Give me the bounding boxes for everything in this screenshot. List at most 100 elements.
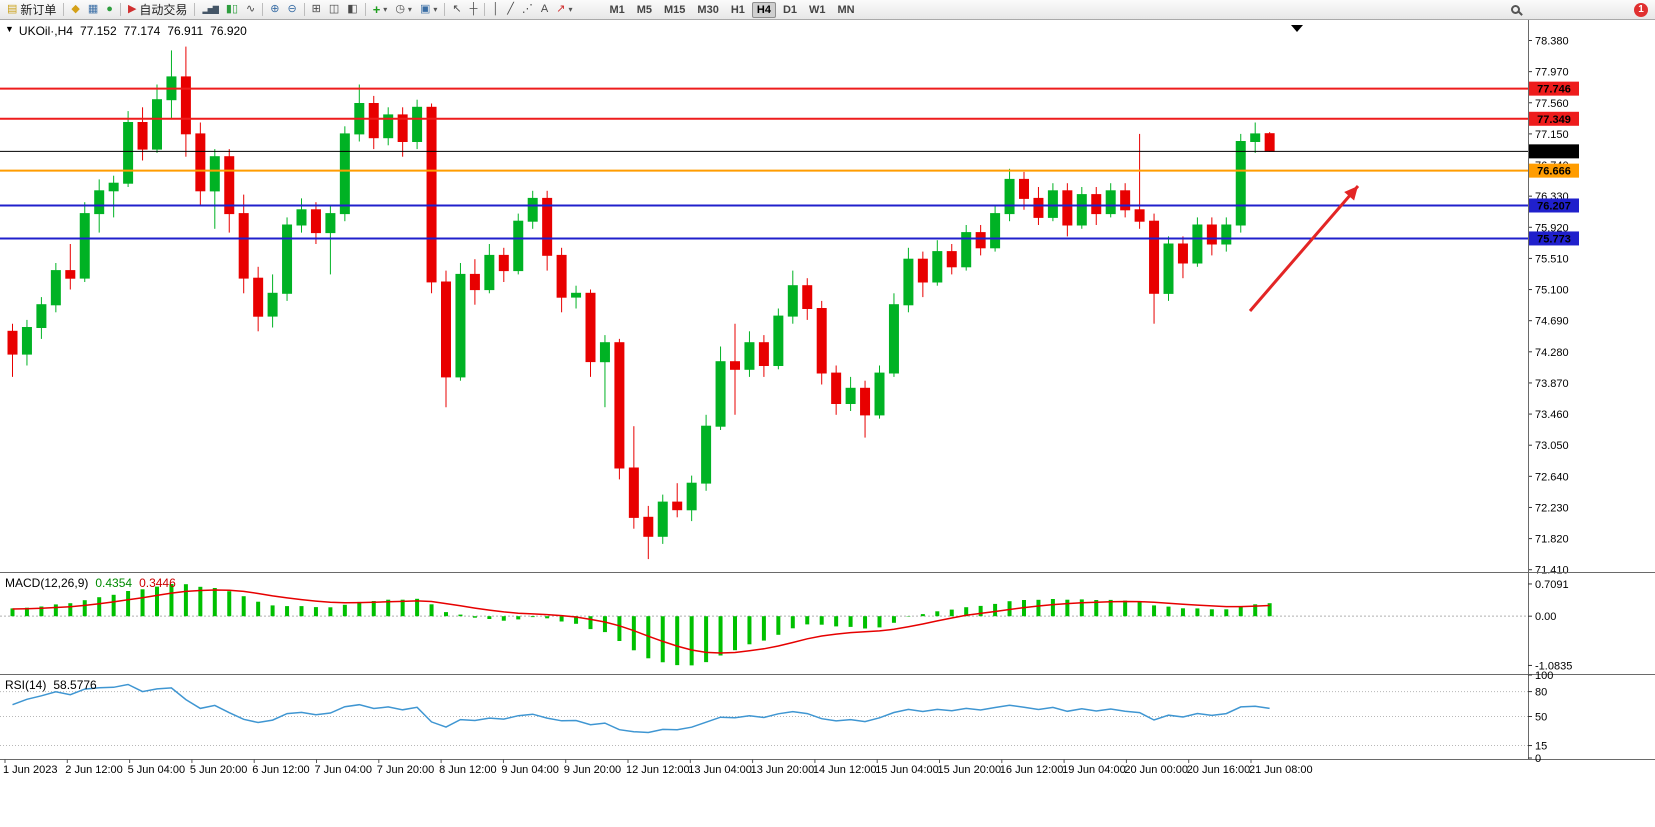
chevron-down-icon: ▾ [568,5,573,14]
toolbar-separator [194,3,196,16]
quote-close: 76.920 [210,24,247,38]
macd-signal-line [12,589,1270,654]
svg-text:77.746: 77.746 [1537,84,1571,96]
trendline-icon: ╱ [507,3,514,15]
market-watch-button[interactable]: ◆ [67,1,83,19]
svg-text:75.773: 75.773 [1537,233,1571,245]
data-window-button[interactable]: ▦ [84,1,102,19]
rsi-name: RSI(14) [5,678,47,692]
candlestick-chart-button[interactable]: ▮▯ [222,1,242,19]
zoom-out-button[interactable]: ⊖ [283,1,300,19]
price-axis-label: 75.100 [1535,285,1569,297]
timeframe-button-M5[interactable]: M5 [636,3,653,16]
line-chart-icon: ∿ [246,3,256,15]
timeframe-button-H1[interactable]: H1 [730,3,745,16]
zoom-in-button[interactable]: ⊕ [266,1,283,19]
periods-button[interactable]: ◷ ▾ [391,1,416,19]
tile-windows-icon: ⊞ [311,3,321,15]
price-axis-label: 75.920 [1535,222,1569,234]
toolbar-separator [119,3,121,16]
time-axis-label: 15 Jun 20:00 [938,764,1002,776]
market-watch-icon: ◆ [71,3,80,15]
auto-trading-button[interactable]: ▶ 自动交易 [124,1,191,19]
rsi-panel: 100 80 50 150 [0,670,1553,765]
trend-arrow-head [1344,186,1358,201]
main-toolbar: ▤ 新订单 ◆ ▦ ● ▶ 自动交易 ▂▅▇ ▮▯ ∿ ⊕ [0,0,1655,20]
data-window-icon: ▦ [87,3,99,15]
time-axis-label: 7 Jun 04:00 [315,764,373,776]
auto-scroll-icon: ◧ [347,3,358,15]
vertical-line-icon: │ [492,3,500,15]
notification-badge[interactable]: 1 [1634,2,1648,17]
trend-arrow[interactable] [1248,185,1360,312]
candlestick-series [7,46,1275,560]
time-axis-label: 16 Jun 12:00 [1000,764,1064,776]
timeframe-button-M30[interactable]: M30 [697,3,719,16]
trendline-tool-button[interactable]: ╱ [503,1,518,19]
time-axis-label: 19 Jun 04:00 [1062,764,1126,776]
timeframe-button-MN[interactable]: MN [837,3,855,16]
equidistant-channel-icon: ⋰ [521,3,533,15]
text-tool-button[interactable]: A [537,1,552,19]
svg-text:76.207: 76.207 [1537,200,1571,212]
tile-windows-button[interactable]: ⊞ [308,1,325,19]
price-tag [1529,163,1579,178]
macd-axis-label: -1.0835 [1535,660,1572,672]
price-tag [1529,198,1579,213]
timeframe-button-H4[interactable]: H4 [751,1,776,18]
price-axis-label: 73.460 [1535,409,1569,421]
indicators-button[interactable]: + ▾ [369,1,392,19]
svg-text:76.666: 76.666 [1537,166,1571,178]
arrows-tool-button[interactable]: ↗ ▾ [552,1,576,19]
time-axis-label: 13 Jun 20:00 [751,764,815,776]
timeframe-group: M1 M5 M15 M30 H1 H4 D1 W1 MN [604,1,859,18]
line-chart-button[interactable]: ∿ [242,1,259,19]
toolbar-separator [63,3,65,16]
quote-low: 76.911 [167,24,204,38]
timeframe-button-W1[interactable]: W1 [809,3,826,16]
timeframe-button-D1[interactable]: D1 [782,3,798,16]
time-axis-label: 15 Jun 04:00 [875,764,939,776]
price-axis-label: 71.820 [1535,534,1569,546]
navigator-button[interactable]: ● [102,1,117,19]
text-label-icon: A [540,3,549,15]
crosshair-tool-button[interactable]: ┼ [466,1,482,19]
chart-canvas[interactable]: 78.38077.97077.56077.15076.74076.33075.9… [0,20,1655,827]
rsi-axis-label: 80 [1535,687,1547,699]
quote-high: 77.174 [123,24,161,38]
templates-button[interactable]: ▣ ▾ [416,1,441,19]
templates-icon: ▣ [419,3,431,15]
channel-tool-button[interactable]: ⋰ [518,1,537,19]
cursor-tool-button[interactable]: ↖ [448,1,465,19]
svg-text:76.920: 76.920 [1537,146,1571,158]
crosshair-icon: ┼ [469,3,478,15]
time-axis-label: 21 Jun 08:00 [1249,764,1313,776]
search-icon [1511,5,1520,14]
rsi-axis-label: 15 [1535,741,1547,753]
horizontal-lines[interactable] [0,87,1528,240]
svg-text:77.349: 77.349 [1537,114,1571,126]
chevron-down-icon: ▾ [383,5,388,14]
arrow-objects-icon: ↗ [556,3,566,15]
chart-shift-button[interactable]: ◫ [325,1,343,19]
bar-chart-button[interactable]: ▂▅▇ [198,1,221,19]
time-axis-label: 5 Jun 04:00 [128,764,186,776]
vertical-line-tool-button[interactable]: │ [488,1,503,19]
timeframe-button-M15[interactable]: M15 [664,3,686,16]
price-axis-label: 73.050 [1535,440,1569,452]
time-axis-label: 8 Jun 12:00 [439,764,497,776]
timeframe-button-M1[interactable]: M1 [609,3,625,16]
drawn-objects[interactable] [1248,25,1360,312]
ohlc-toggle-icon[interactable]: ▼ [5,24,14,34]
price-axis-label: 77.150 [1535,129,1569,141]
toolbar-separator [364,3,366,16]
time-axis-label: 7 Jun 20:00 [377,764,435,776]
price-axis: 78.38077.97077.56077.15076.74076.33075.9… [1528,36,1569,577]
new-order-button[interactable]: ▤ 新订单 [3,1,60,19]
chevron-down-icon: ▾ [407,5,412,14]
price-axis-label: 72.230 [1535,502,1569,514]
price-axis-label: 73.870 [1535,378,1569,390]
search-button[interactable] [1507,1,1524,19]
auto-scroll-button[interactable]: ◧ [343,1,361,19]
